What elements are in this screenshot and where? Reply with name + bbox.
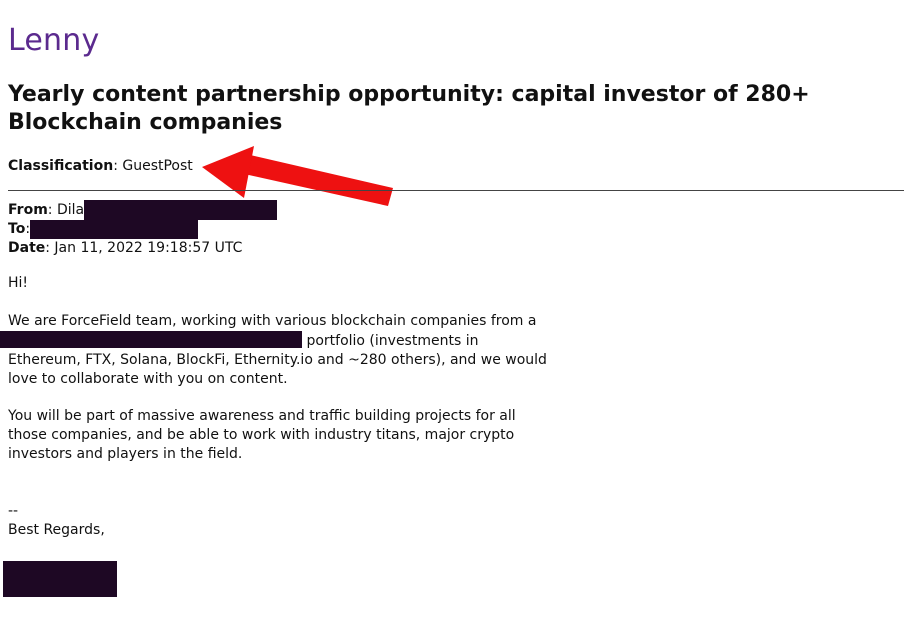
redacted-signature-block [3, 561, 117, 597]
header-divider [8, 190, 904, 191]
email-subject: Yearly content partnership opportunity: … [8, 82, 810, 135]
signature-separator: -- [8, 503, 19, 519]
body-line: investors and players in the field. [8, 446, 243, 462]
to-value: : [25, 221, 31, 237]
date-row: Date: Jan 11, 2022 19:18:57 UTC [8, 239, 242, 258]
redacted-text-block [0, 331, 302, 348]
classification-value: : GuestPost [113, 158, 193, 174]
redacted-sender-block [84, 200, 278, 220]
body-line: Ethereum, FTX, Solana, BlockFi, Ethernit… [8, 352, 547, 368]
red-arrow-icon [202, 146, 393, 206]
redacted-recipient-block [30, 220, 199, 239]
body-line-tail: portfolio (investments in [302, 333, 479, 349]
body-line: those companies, and be able to work wit… [8, 427, 515, 443]
from-row: From: Dila [8, 200, 278, 220]
to-row: To: [8, 220, 199, 239]
email-greeting: Hi! [8, 275, 29, 291]
body-line: love to collaborate with you on content. [8, 371, 288, 387]
from-label: From [8, 202, 48, 218]
body-line: portfolio (investments in [0, 331, 568, 351]
classification-row: Classification: GuestPost [8, 156, 193, 176]
to-label: To [8, 221, 26, 237]
body-line: We are ForceField team, working with var… [8, 313, 537, 329]
email-paragraph-2: You will be part of massive awareness an… [8, 407, 568, 464]
date-label: Date [8, 240, 46, 256]
date-value: : Jan 11, 2022 19:18:57 UTC [45, 240, 243, 256]
body-line: You will be part of massive awareness an… [8, 408, 516, 424]
email-paragraph-1: We are ForceField team, working with var… [0, 312, 568, 389]
closing-line: Best Regards, [8, 522, 105, 538]
brand-title: Lenny [8, 23, 100, 58]
from-value: : Dila [47, 202, 85, 218]
classification-label: Classification [8, 158, 114, 174]
